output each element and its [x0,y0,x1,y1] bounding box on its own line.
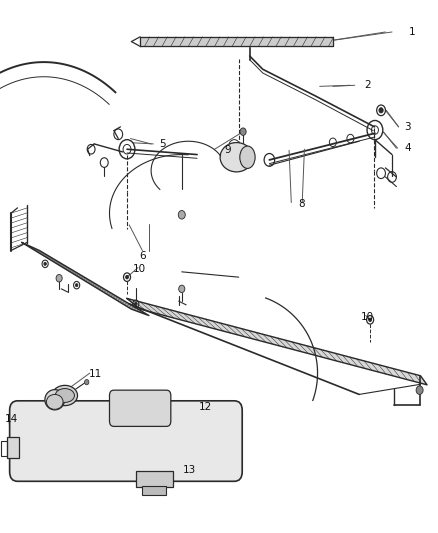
FancyBboxPatch shape [110,390,171,426]
Ellipse shape [52,385,78,406]
Circle shape [416,386,423,394]
Bar [142,486,166,495]
Text: 6: 6 [139,251,146,261]
Text: 13: 13 [183,465,196,475]
Ellipse shape [45,390,65,410]
Text: 9: 9 [224,146,231,155]
Circle shape [379,108,383,113]
Bar [1,441,7,456]
Polygon shape [22,243,149,316]
Ellipse shape [240,146,255,168]
Text: 10: 10 [360,312,374,321]
Circle shape [134,302,137,305]
Text: 14: 14 [4,415,18,424]
Circle shape [231,143,237,150]
Bar [7,437,19,458]
Circle shape [178,211,185,219]
Ellipse shape [55,389,74,402]
Circle shape [369,318,371,321]
Text: 10: 10 [133,264,146,273]
Circle shape [85,379,89,385]
Text: 1: 1 [408,27,415,37]
Ellipse shape [46,394,63,409]
Text: 3: 3 [404,122,411,132]
Text: 11: 11 [89,369,102,379]
Text: 5: 5 [159,139,166,149]
Text: 8: 8 [298,199,305,208]
Circle shape [240,128,246,135]
Text: 4: 4 [404,143,411,153]
Text: 12: 12 [198,402,212,412]
FancyBboxPatch shape [10,401,242,481]
Circle shape [75,284,78,287]
Ellipse shape [220,142,253,172]
Circle shape [126,276,128,279]
Circle shape [56,274,62,282]
Circle shape [44,262,46,265]
Text: 2: 2 [364,80,371,90]
Polygon shape [140,37,333,46]
Circle shape [179,285,185,293]
Bar [136,471,173,487]
Polygon shape [127,298,427,385]
